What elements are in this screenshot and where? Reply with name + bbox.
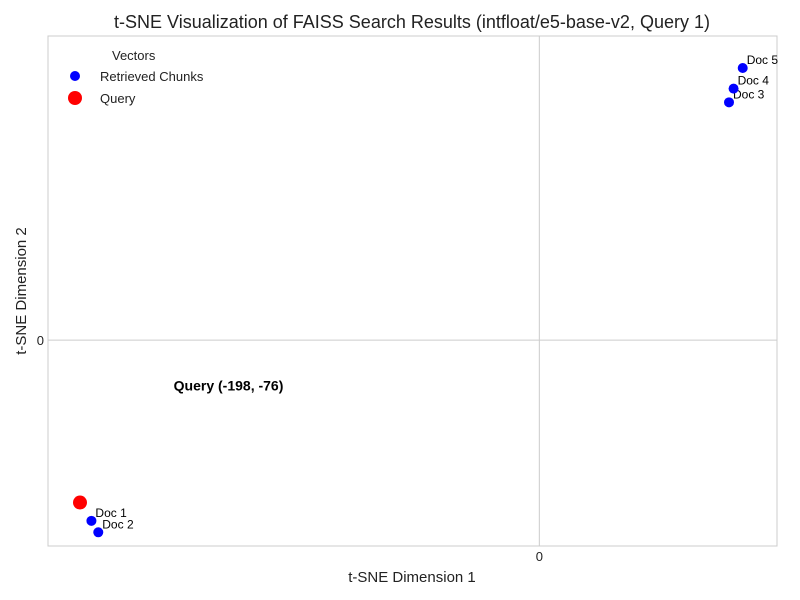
- legend: Vectors Retrieved Chunks Query: [68, 48, 204, 106]
- legend-chunk-marker: [70, 71, 80, 81]
- legend-title: Vectors: [112, 48, 156, 63]
- retrieved-chunk-point: [737, 63, 748, 74]
- retrieved-chunk-point: [728, 83, 739, 94]
- query-annotation: Query (-198, -76): [174, 377, 284, 393]
- y-tick-label: 0: [37, 333, 44, 348]
- query-point: [72, 495, 87, 510]
- point-label: Doc 3: [733, 87, 765, 101]
- legend-entry-label: Query: [100, 91, 136, 106]
- annotations: Query (-198, -76): [174, 377, 284, 393]
- axis-ticks: 00: [37, 333, 543, 564]
- point-label: Doc 5: [747, 53, 779, 67]
- retrieved-chunk-point: [86, 515, 97, 526]
- y-axis-label: t-SNE Dimension 2: [13, 227, 30, 355]
- plot-area: [47, 35, 778, 547]
- x-axis-label: t-SNE Dimension 1: [348, 569, 476, 586]
- retrieved-chunk-point: [93, 527, 104, 538]
- retrieved-chunk-point: [724, 97, 735, 108]
- point-label: Doc 4: [738, 74, 770, 88]
- x-tick-label: 0: [536, 549, 543, 564]
- point-label: Doc 2: [102, 517, 134, 531]
- legend-entry-label: Retrieved Chunks: [100, 69, 204, 84]
- legend-entries: Retrieved Chunks Query: [68, 69, 204, 106]
- legend-query-marker: [68, 91, 82, 105]
- grid: [48, 36, 777, 546]
- chart-title: t-SNE Visualization of FAISS Search Resu…: [114, 12, 710, 32]
- point-label: Doc 1: [95, 506, 127, 520]
